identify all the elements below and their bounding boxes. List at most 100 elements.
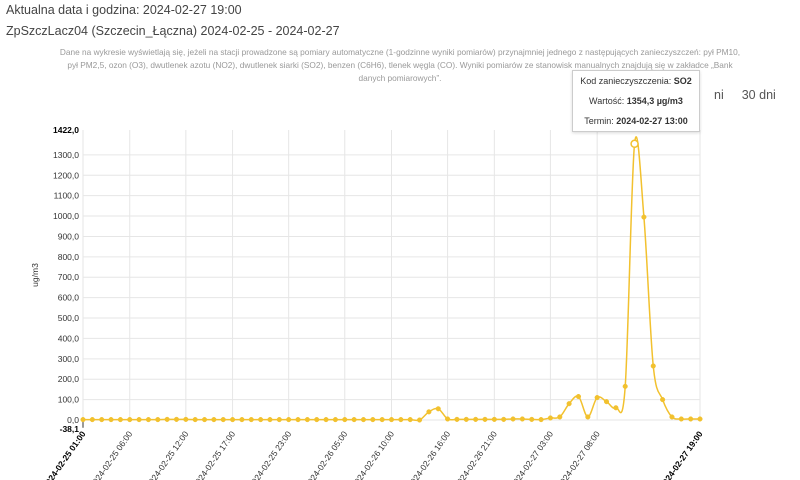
data-point	[454, 416, 460, 422]
data-point	[127, 417, 133, 423]
tooltip-term-label: Termin:	[584, 116, 614, 126]
data-point	[183, 416, 189, 422]
data-point	[575, 393, 582, 400]
current-datetime: Aktualna data i godzina: 2024-02-27 19:0…	[6, 3, 242, 17]
data-point	[276, 417, 282, 423]
data-point	[463, 416, 469, 422]
data-point	[501, 416, 507, 422]
data-point	[510, 416, 516, 422]
data-point	[697, 416, 703, 422]
data-point	[594, 395, 600, 401]
data-point	[529, 416, 535, 422]
data-point	[173, 416, 180, 422]
tooltip-term: 2024-02-27 13:00	[616, 116, 688, 126]
data-point	[295, 417, 301, 423]
tooltip-code-label: Kod zanieczyszczenia:	[580, 76, 672, 86]
x-tick-label: 2024-02-27 03:00	[508, 429, 555, 480]
data-point	[491, 416, 497, 422]
x-tick-label: 2024-02-26 05:00	[303, 429, 350, 480]
data-point	[585, 414, 591, 420]
x-tick-label: 2024-02-26 21:00	[452, 429, 499, 480]
y-tick-label: 800,0	[58, 252, 80, 262]
data-point	[248, 417, 254, 423]
data-point	[314, 417, 320, 423]
data-point	[660, 397, 666, 403]
data-point	[192, 417, 198, 423]
data-point	[117, 417, 123, 423]
data-point	[603, 399, 610, 405]
y-tick-label: 1000,0	[53, 211, 79, 221]
x-tick-label: 2024-02-26 10:00	[349, 429, 396, 480]
y-tick-label: 1300,0	[53, 150, 79, 160]
range-button-30-days[interactable]: 30 dni	[741, 88, 776, 102]
data-point	[688, 416, 694, 422]
data-point	[220, 417, 226, 423]
data-point	[669, 414, 675, 420]
y-axis-label: ug/m3	[30, 263, 40, 287]
y-tick-label: 100,0	[58, 395, 80, 405]
y-min-label: -38,1	[60, 424, 80, 434]
data-point	[267, 417, 273, 423]
data-point	[398, 417, 404, 423]
info-note: Dane na wykresie wyświetlają się, jeżeli…	[59, 47, 741, 83]
x-tick-label: 2024-02-25 23:00	[247, 429, 294, 480]
data-point	[145, 417, 151, 423]
tooltip-value: 1354,3 µg/m3	[626, 96, 683, 106]
data-point	[557, 414, 563, 420]
data-point	[613, 405, 619, 411]
data-point	[323, 417, 329, 423]
data-point	[370, 417, 376, 423]
data-point	[286, 417, 292, 423]
tooltip: Kod zanieczyszczenia: SO2 Wartość: 1354,…	[572, 70, 700, 132]
data-point	[89, 417, 95, 423]
data-point	[519, 416, 525, 422]
data-point	[201, 417, 208, 423]
x-tick-label: 2024-02-25 17:00	[191, 429, 238, 480]
data-point	[155, 417, 161, 423]
y-tick-label: 1200,0	[53, 170, 79, 180]
data-point	[538, 417, 544, 423]
y-tick-label: 500,0	[58, 313, 80, 323]
x-tick-label: 2024-02-27 19:00	[658, 429, 705, 480]
data-point	[239, 417, 245, 423]
station-title: ZpSzczLacz04 (Szczecin_Łączna) 2024-02-2…	[6, 24, 340, 38]
data-point	[547, 415, 553, 421]
tooltip-value-label: Wartość:	[589, 96, 625, 106]
data-point	[342, 417, 348, 423]
data-point	[435, 406, 441, 412]
x-tick-label: 2024-02-26 16:00	[406, 429, 453, 480]
range-button-partial[interactable]: ni	[714, 88, 724, 102]
y-tick-label: 700,0	[58, 272, 80, 282]
data-point	[164, 416, 170, 422]
data-point	[360, 417, 367, 423]
data-point	[566, 401, 572, 407]
y-tick-label: 900,0	[58, 231, 80, 241]
data-point	[351, 417, 357, 423]
data-point	[108, 417, 114, 423]
data-point	[445, 416, 451, 422]
data-point	[332, 417, 338, 423]
range-selector: ni 30 dni	[696, 88, 776, 102]
y-tick-label: 400,0	[58, 333, 80, 343]
data-point	[304, 417, 310, 423]
data-point	[473, 416, 479, 422]
data-point	[622, 383, 628, 389]
data-point	[678, 416, 684, 422]
y-max-label: 1422,0	[53, 125, 79, 135]
y-tick-label: 1100,0	[54, 191, 80, 201]
data-point	[258, 417, 264, 423]
x-tick-label: 2024-02-25 01:00	[41, 429, 88, 480]
data-point	[641, 214, 647, 220]
highlighted-data-point	[630, 139, 639, 149]
data-point	[388, 417, 395, 423]
x-tick-label: 2024-02-27 08:00	[555, 429, 602, 480]
data-point	[407, 417, 413, 423]
x-tick-label: 2024-02-25 06:00	[88, 429, 135, 480]
y-tick-label: 200,0	[58, 374, 80, 384]
tooltip-code-value: SO2	[673, 76, 692, 86]
data-point	[136, 417, 142, 423]
data-point	[426, 409, 432, 415]
data-point	[416, 417, 423, 423]
y-tick-label: 600,0	[58, 293, 80, 303]
